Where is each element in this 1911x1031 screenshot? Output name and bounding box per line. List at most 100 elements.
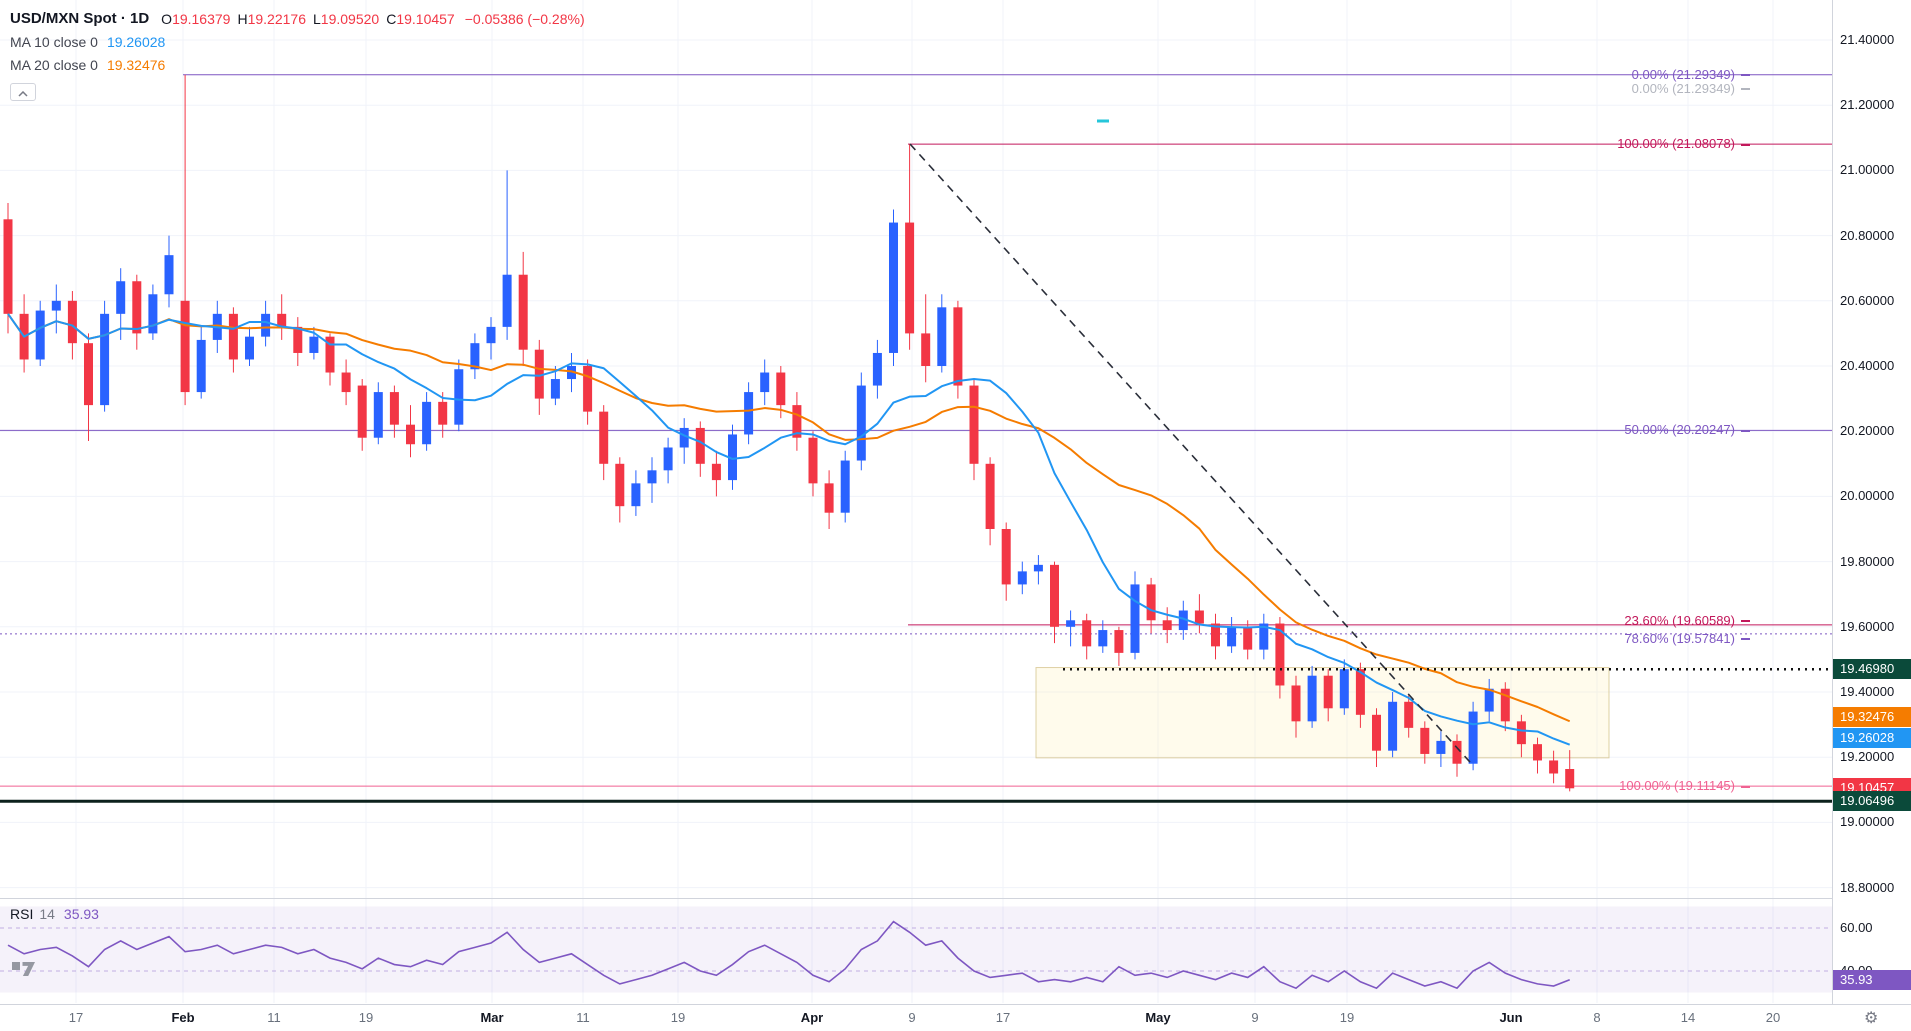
- price-tick: 20.40000: [1840, 358, 1895, 373]
- price-tick: 21.20000: [1840, 97, 1895, 113]
- candle-body: [1017, 571, 1027, 585]
- candle-body: [1500, 688, 1510, 722]
- time-label: 11: [267, 1010, 281, 1025]
- rsi-legend[interactable]: RSI 14 35.93: [10, 906, 99, 922]
- time-label: 9: [1251, 1010, 1259, 1025]
- candle-body: [792, 405, 802, 438]
- candle-body: [1323, 675, 1333, 709]
- candle-body: [824, 483, 834, 513]
- candle-body: [1468, 711, 1478, 764]
- rsi-value-badge[interactable]: 35.93: [1833, 969, 1911, 990]
- time-label: 17: [68, 1010, 84, 1025]
- fib-line-marker: [1741, 429, 1750, 432]
- candle-body: [728, 434, 737, 481]
- time-label: Mar: [480, 1010, 504, 1025]
- candle-body: [856, 385, 866, 461]
- ma10-line: [7, 313, 1571, 746]
- ma10-row[interactable]: MA 10 close 0 19.26028: [10, 30, 585, 53]
- candle-body: [1355, 669, 1365, 715]
- candle-body: [100, 313, 110, 406]
- fib-line-marker: [1741, 88, 1750, 91]
- candle-body: [1436, 740, 1446, 754]
- candle-body: [309, 336, 319, 353]
- time-label: 20: [1765, 1010, 1781, 1025]
- candle-body: [1033, 564, 1043, 572]
- fib-level-label[interactable]: 50.00% (20.20247): [1624, 422, 1750, 438]
- candle-body: [1211, 623, 1220, 647]
- candle-body: [132, 281, 142, 334]
- fib-level-label[interactable]: 78.60% (19.57841): [1624, 631, 1750, 647]
- collapse-pane-button[interactable]: [10, 83, 36, 101]
- candle-body: [599, 411, 609, 464]
- tradingview-logo[interactable]: [12, 956, 39, 982]
- candle-body: [1307, 675, 1317, 722]
- candle-body: [760, 372, 770, 393]
- time-label: Jun: [1499, 1010, 1523, 1025]
- price-tick: 20.20000: [1840, 423, 1895, 439]
- candle-body: [1484, 688, 1494, 712]
- price-badge[interactable]: 19.06496: [1833, 791, 1911, 812]
- candle-body: [1227, 626, 1237, 647]
- price-badge[interactable]: 19.32476: [1833, 706, 1911, 727]
- time-label: 11: [576, 1010, 590, 1025]
- highlight-rectangle: [1035, 667, 1610, 759]
- ma20-label: MA 20 close 0: [10, 56, 98, 73]
- rsi-line: [7, 920, 1570, 990]
- fib-level-label[interactable]: 23.60% (19.60589): [1624, 613, 1750, 629]
- candle-body: [1130, 584, 1140, 653]
- candle-body: [1549, 760, 1559, 774]
- fib-level-label[interactable]: 0.00% (21.29349): [1632, 81, 1750, 97]
- candle-body: [3, 219, 13, 314]
- time-label: 19: [670, 1010, 686, 1025]
- price-axis[interactable]: 21.40000 21.20000 21.00000 20.80000 20.60000…: [1832, 0, 1911, 1005]
- symbol-row: USD/MXN Spot · 1D O19.16379 H19.22176 L1…: [10, 7, 585, 30]
- candle-body: [937, 307, 947, 366]
- candle-body: [406, 424, 415, 445]
- candle-body: [180, 300, 190, 393]
- candle-body: [1420, 727, 1430, 754]
- ohlc-close: C19.10457: [386, 10, 455, 27]
- candle-body: [711, 463, 721, 481]
- candle-body: [969, 385, 979, 464]
- symbol-title[interactable]: USD/MXN Spot · 1D: [10, 10, 150, 27]
- price-tick: 20.00000: [1840, 488, 1895, 504]
- ohlc-high: H19.22176: [237, 10, 306, 27]
- candle-body: [1066, 620, 1076, 627]
- candle-body: [438, 401, 448, 425]
- fib-level-label[interactable]: 100.00% (21.08078): [1617, 136, 1750, 152]
- price-tick: 18.80000: [1840, 879, 1895, 895]
- candle-body: [454, 369, 464, 425]
- chart-canvas[interactable]: [0, 0, 1832, 1005]
- candle-body: [1050, 564, 1059, 627]
- ma10-label: MA 10 close 0: [10, 33, 98, 50]
- fib-level-label[interactable]: 0.00% (21.29349): [1632, 67, 1750, 83]
- candle-body: [502, 274, 512, 327]
- price-badge[interactable]: 19.46980: [1833, 659, 1911, 680]
- candle-body: [1114, 630, 1124, 653]
- chart-legend: USD/MXN Spot · 1D O19.16379 H19.22176 L1…: [10, 7, 585, 101]
- ma20-row[interactable]: MA 20 close 0 19.32476: [10, 53, 585, 76]
- candle-body: [872, 352, 882, 386]
- candle-body: [373, 392, 383, 438]
- candle-body: [422, 401, 432, 445]
- candle-body: [1178, 610, 1188, 631]
- chevron-up-icon: [18, 85, 28, 100]
- candle-body: [1404, 701, 1414, 728]
- candle-body: [1516, 721, 1526, 745]
- fib-line-marker: [1741, 74, 1750, 77]
- candle-body: [1162, 620, 1172, 631]
- candle-body: [486, 326, 496, 344]
- price-tick: 20.80000: [1840, 227, 1895, 243]
- candle-body: [518, 274, 528, 350]
- price-tick: 19.80000: [1840, 553, 1895, 569]
- candle-body: [695, 427, 705, 464]
- settings-gear-icon[interactable]: ⚙: [1864, 1010, 1879, 1027]
- price-badge[interactable]: 19.26028: [1833, 727, 1911, 748]
- tradingview-logo-icon: [12, 962, 39, 981]
- candle-body: [470, 343, 480, 370]
- price-tick: 19.20000: [1840, 749, 1895, 765]
- candle-body: [1565, 769, 1575, 789]
- time-axis[interactable]: ⚙ 17 Feb 11 19 Mar 11 19 Apr 9 17 May 9 19 Jun 8 14 20: [0, 1004, 1911, 1031]
- fib-level-label[interactable]: 100.00% (19.11145): [1619, 778, 1750, 794]
- candle-body: [196, 339, 206, 393]
